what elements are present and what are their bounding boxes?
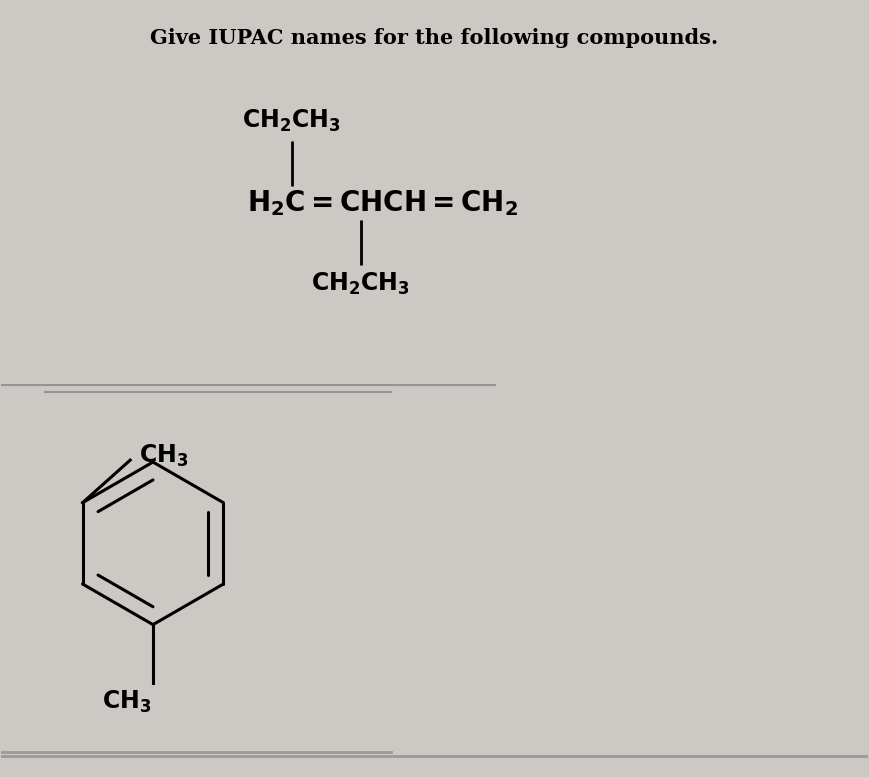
Text: $\mathbf{CH_2CH_3}$: $\mathbf{CH_2CH_3}$ xyxy=(311,271,410,297)
Text: $\mathbf{CH_3}$: $\mathbf{CH_3}$ xyxy=(103,689,152,715)
Text: $\mathbf{CH_2CH_3}$: $\mathbf{CH_2CH_3}$ xyxy=(242,108,342,134)
Text: $\mathbf{H_2C{=}CHCH{=}CH_2}$: $\mathbf{H_2C{=}CHCH{=}CH_2}$ xyxy=(247,188,518,218)
Text: $\mathbf{CH_3}$: $\mathbf{CH_3}$ xyxy=(139,443,189,469)
Text: Give IUPAC names for the following compounds.: Give IUPAC names for the following compo… xyxy=(150,29,719,48)
